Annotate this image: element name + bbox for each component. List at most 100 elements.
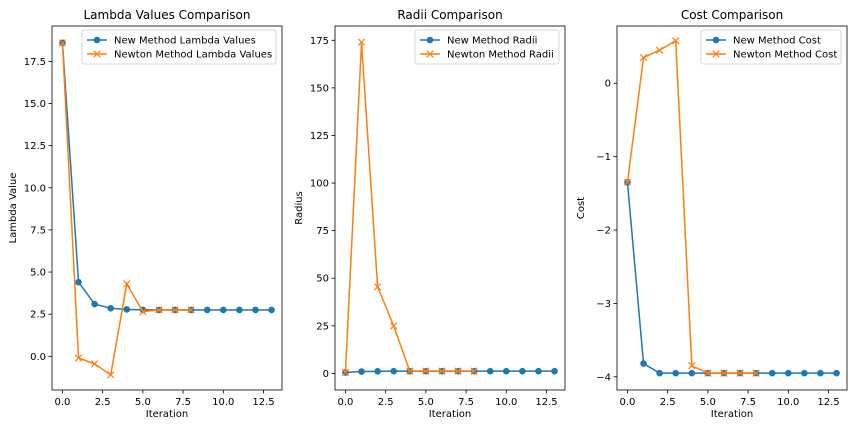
- data-point-newton-method: [74, 354, 83, 362]
- data-point-new-method: [640, 360, 647, 367]
- legend-entry-label: Newton Method Radii: [447, 50, 554, 61]
- data-point-newton-method: [389, 322, 398, 330]
- x-tick-label: 5.0: [700, 397, 716, 408]
- legend-entry-label: New Method Radii: [447, 36, 537, 47]
- x-tick-label: 2.5: [660, 397, 676, 408]
- data-point-new-method: [203, 306, 211, 314]
- data-point-newton-method: [171, 306, 179, 314]
- subplot-2: Radii Comparison 0.0 2.5 5.0 7.5 10.0 12.5 0 25 5…: [294, 8, 566, 420]
- data-point-newton-method: [139, 307, 147, 316]
- x-axis-label: Iteration: [711, 409, 753, 420]
- data-point-newton-method: [655, 46, 664, 54]
- data-point-newton-method: [58, 39, 67, 47]
- subplot-3: Cost Comparison 0.0 2.5 5.0 7.5 10.0 12.5 0 −1 −2…: [576, 8, 848, 420]
- x-tick-label: 10.0: [212, 397, 234, 408]
- data-point-newton-method: [106, 371, 115, 379]
- data-point-newton-method: [357, 38, 366, 46]
- data-point-newton-method: [688, 362, 696, 370]
- y-tick-label: 50: [316, 274, 329, 285]
- y-tick-label: −3: [596, 299, 611, 310]
- data-point-newton-method: [422, 367, 430, 375]
- data-point-new-method: [374, 368, 381, 375]
- legend: New Method Cost Newton Method Cost: [700, 29, 842, 65]
- series-line-newton-method: [344, 42, 475, 373]
- data-point-new-method: [502, 367, 510, 375]
- data-point-new-method: [833, 369, 840, 377]
- data-point-new-method: [268, 306, 275, 314]
- y-axis-label: Cost: [576, 197, 587, 219]
- axes-frame: [334, 25, 566, 391]
- data-point-new-method: [91, 300, 98, 308]
- x-tick-label: 12.5: [817, 397, 839, 408]
- y-tick-label: 17.5: [24, 57, 46, 68]
- data-point-new-method: [656, 369, 663, 377]
- series-line-new-method: [61, 42, 272, 311]
- y-tick-label: 5.0: [30, 268, 46, 279]
- y-tick-label: 125: [310, 131, 329, 142]
- x-tick-label: 7.5: [740, 397, 756, 408]
- x-tick-label: 12.5: [535, 397, 557, 408]
- x-tick-label: 10.0: [777, 397, 799, 408]
- data-point-new-method: [123, 306, 131, 313]
- data-point-new-method: [358, 368, 365, 375]
- legend: New Method Radii Newton Method Radii: [414, 29, 560, 65]
- y-axis-label: Lambda Value: [8, 173, 19, 244]
- legend-frame: [81, 29, 277, 65]
- data-point-new-method: [535, 367, 542, 375]
- x-tick-label: 7.5: [175, 397, 191, 408]
- legend-marker-x: [712, 50, 720, 58]
- x-tick-label: 2.5: [378, 397, 394, 408]
- series-line-new-method: [626, 182, 837, 374]
- data-point-new-method: [768, 369, 776, 377]
- legend-entry-label: Newton Method Cost: [733, 50, 837, 61]
- data-point-newton-method: [155, 306, 163, 314]
- x-tick-label: 2.5: [95, 397, 111, 408]
- y-tick-label: 150: [310, 83, 329, 94]
- data-point-newton-method: [123, 280, 131, 288]
- data-point-newton-method: [406, 367, 414, 375]
- data-point-new-method: [107, 304, 115, 312]
- data-point-newton-method: [671, 36, 680, 45]
- x-tick-label: 0.0: [338, 397, 354, 408]
- data-point-newton-method: [373, 283, 382, 291]
- y-tick-label: 0.0: [30, 352, 46, 363]
- legend-marker-circle: [712, 36, 720, 44]
- data-point-new-method: [390, 367, 398, 375]
- legend-frame: [414, 29, 560, 65]
- y-tick-label: 0: [323, 369, 329, 380]
- x-axis-label: Iteration: [146, 409, 188, 420]
- data-point-new-method: [801, 369, 808, 377]
- chart-title: Cost Comparison: [681, 8, 783, 22]
- data-point-new-method: [219, 306, 227, 314]
- x-tick-label: 12.5: [252, 397, 274, 408]
- series-line-newton-method: [626, 39, 757, 374]
- subplot-1: Lambda Values Comparison 0.0 2.5 5.0 7.5 10.0…: [8, 8, 283, 420]
- data-point-new-method: [236, 306, 243, 314]
- legend-marker-circle: [93, 36, 101, 44]
- axes-frame: [51, 25, 283, 391]
- x-tick-label: 5.0: [418, 397, 434, 408]
- y-tick-label: 15.0: [24, 99, 46, 110]
- data-point-new-method: [817, 369, 824, 377]
- legend-entry-label: Newton Method Lambda Values: [114, 50, 272, 61]
- legend-marker-x: [426, 50, 434, 58]
- data-point-newton-method: [720, 369, 728, 377]
- y-axis-label: Radius: [294, 191, 305, 225]
- y-tick-label: 7.5: [30, 225, 46, 236]
- x-axis-label: Iteration: [429, 409, 471, 420]
- data-point-newton-method: [341, 368, 350, 377]
- data-point-newton-method: [438, 367, 446, 375]
- data-point-new-method: [519, 367, 526, 375]
- data-point-newton-method: [470, 367, 478, 375]
- data-point-newton-method: [454, 367, 462, 375]
- data-point-new-method: [551, 367, 558, 375]
- legend-marker-x: [93, 50, 101, 58]
- data-point-newton-method: [736, 369, 744, 377]
- x-tick-label: 0.0: [620, 397, 636, 408]
- chart-title: Radii Comparison: [397, 8, 502, 22]
- y-tick-label: 75: [316, 226, 329, 237]
- x-tick-label: 10.0: [495, 397, 517, 408]
- data-point-new-method: [75, 278, 82, 286]
- data-point-new-method: [784, 369, 792, 377]
